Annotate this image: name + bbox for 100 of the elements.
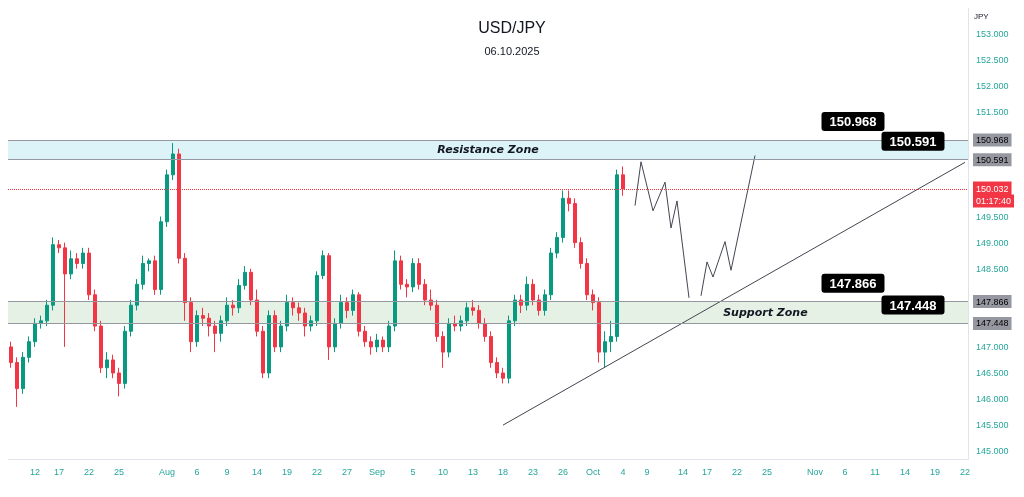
ref-line-label: 150.032 <box>976 183 1009 194</box>
candlestick <box>195 309 199 348</box>
candlestick <box>561 189 565 244</box>
x-tick-label: 22 <box>311 466 323 477</box>
x-tick-label: 23 <box>527 466 539 477</box>
x-tick-label: 13 <box>467 466 479 477</box>
x-tick-label: Aug <box>158 466 176 477</box>
candlestick <box>345 296 349 319</box>
candlestick <box>267 309 271 379</box>
candlestick <box>291 296 295 317</box>
candlestick <box>309 315 313 332</box>
y-tick-label: 152.000 <box>976 81 1009 92</box>
candlestick <box>105 351 109 379</box>
candlestick <box>285 294 289 332</box>
candlestick <box>129 299 133 337</box>
line-series <box>634 161 690 299</box>
x-tick-label: 6 <box>842 466 848 477</box>
text: 147.866 <box>976 296 1009 307</box>
candlestick <box>423 278 427 306</box>
candlestick <box>417 257 421 291</box>
text: 150.591 <box>976 154 1009 165</box>
annotation: 147.448 <box>889 297 937 313</box>
candlestick <box>111 354 115 379</box>
candlestick <box>339 294 343 330</box>
candlestick <box>81 247 85 270</box>
candlestick <box>201 307 205 327</box>
y-tick-label: 149.000 <box>976 237 1009 248</box>
annotation: 150.968 <box>829 114 877 130</box>
candlestick <box>375 333 379 353</box>
x-tick-label: 14 <box>251 466 263 477</box>
candlestick <box>219 315 223 343</box>
candlestick <box>315 270 319 327</box>
candlestick <box>141 255 145 291</box>
candlestick <box>117 367 121 397</box>
candlestick <box>225 296 229 327</box>
candlestick <box>51 236 55 311</box>
candlestick <box>327 252 331 361</box>
candlestick <box>519 294 523 314</box>
text: USD/JPY <box>478 18 547 36</box>
candlestick <box>33 317 37 348</box>
candlestick <box>411 257 415 293</box>
candlestick <box>153 255 157 296</box>
x-tick-label: 17 <box>53 466 65 477</box>
y-tick-label: 146.500 <box>976 367 1009 378</box>
candlestick <box>609 320 613 353</box>
x-tick-label: Nov <box>806 466 824 477</box>
candlestick <box>237 278 241 314</box>
candlestick <box>381 335 385 353</box>
y-tick-label: 146.000 <box>976 394 1009 405</box>
x-tick-label: 22 <box>83 466 95 477</box>
candlestick <box>333 317 337 353</box>
x-tick-label: 18 <box>497 466 509 477</box>
candlestick <box>255 289 259 337</box>
candlestick <box>183 252 187 322</box>
candlestick <box>21 351 25 395</box>
candlestick <box>591 289 595 311</box>
x-tick-label: 27 <box>341 466 353 477</box>
annotation: 150.591 <box>889 133 937 149</box>
candlestick <box>543 289 547 317</box>
candlestick <box>231 299 235 317</box>
y-tick-label: 152.500 <box>976 55 1009 66</box>
x-tick-label: 14 <box>677 466 689 477</box>
x-tick-label: 19 <box>281 466 293 477</box>
candlestick <box>75 252 79 270</box>
candlestick <box>399 255 403 291</box>
x-tick-label: 17 <box>701 466 713 477</box>
y-tick-label: 147.000 <box>976 341 1009 352</box>
candlestick <box>189 296 193 353</box>
candlestick <box>573 197 577 249</box>
text: 147.448 <box>976 318 1009 329</box>
candlestick <box>537 294 541 317</box>
candlestick <box>45 299 49 327</box>
candlestick <box>57 239 61 254</box>
candlestick <box>261 325 265 379</box>
candlestick <box>213 320 217 353</box>
candlestick <box>15 356 19 408</box>
y-tick-label: 149.500 <box>976 211 1009 222</box>
candlestick <box>135 278 139 311</box>
x-tick-label: 22 <box>731 466 743 477</box>
candlestick <box>615 169 619 343</box>
candlestick <box>441 330 445 369</box>
candlestick <box>471 299 475 317</box>
candlestick <box>495 356 499 379</box>
y-axis-title: JPY <box>974 11 990 21</box>
y-tick-label: 148.500 <box>976 263 1009 274</box>
candlestick <box>489 330 493 369</box>
x-tick-label: 9 <box>644 466 650 477</box>
x-tick-label: 4 <box>620 466 626 477</box>
x-tick-label: 25 <box>761 466 773 477</box>
x-tick-label: 25 <box>113 466 125 477</box>
x-tick-label: 9 <box>224 466 230 477</box>
candlestick <box>405 278 409 298</box>
candlestick <box>507 315 511 384</box>
candlestick <box>369 335 373 356</box>
candlestick <box>321 249 325 280</box>
y-tick-label: 153.000 <box>976 29 1009 40</box>
y-tick-label: 145.500 <box>976 420 1009 431</box>
candlestick <box>453 315 457 332</box>
candlestick <box>273 309 277 353</box>
candlestick <box>477 304 481 330</box>
